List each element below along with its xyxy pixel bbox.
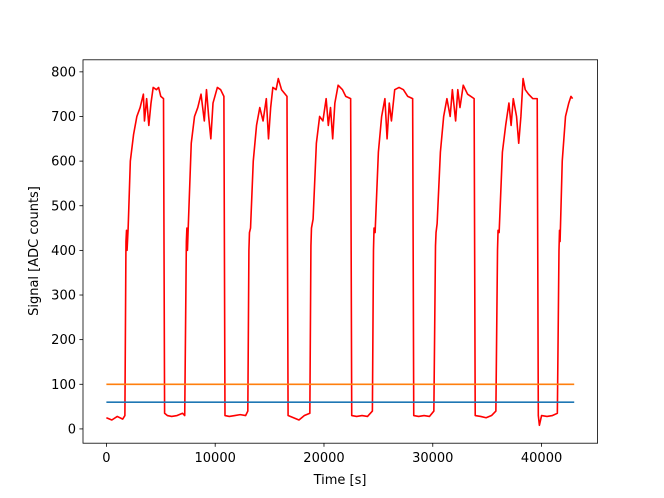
- x-tick-label: 0: [102, 451, 110, 466]
- x-axis-label: Time [s]: [313, 473, 367, 488]
- y-tick-label: 100: [51, 378, 76, 393]
- y-tick-label: 500: [51, 199, 76, 214]
- y-tick-label: 0: [68, 422, 76, 437]
- x-tick-label: 20000: [303, 451, 344, 466]
- plot-frame: [82, 59, 598, 444]
- y-axis-label: Signal [ADC counts]: [27, 186, 42, 316]
- x-tick-label: 30000: [412, 451, 453, 466]
- y-tick-label: 200: [51, 333, 76, 348]
- y-tick-label: 800: [51, 65, 76, 80]
- y-tick-label: 600: [51, 155, 76, 170]
- y-tick-label: 700: [51, 110, 76, 125]
- series-line: [106, 77, 574, 427]
- x-tick-label: 10000: [195, 451, 236, 466]
- y-tick-label: 400: [51, 244, 76, 259]
- y-tick-label: 300: [51, 289, 76, 304]
- x-tick-label: 40000: [521, 451, 562, 466]
